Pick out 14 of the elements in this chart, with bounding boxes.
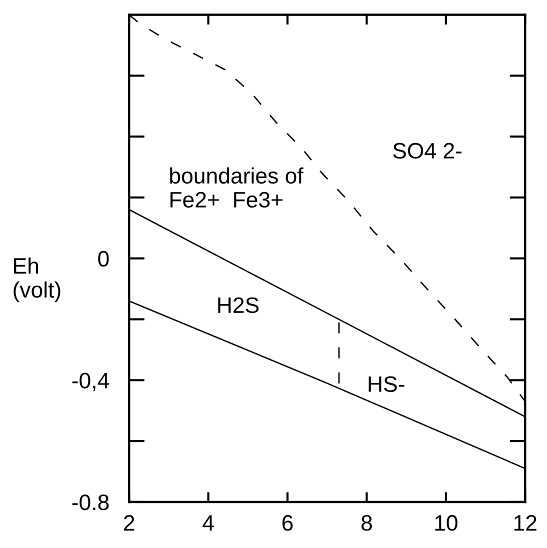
annotation: HS- — [368, 376, 404, 392]
x-tick-label: 6 — [282, 515, 293, 531]
x-tick-label: 8 — [361, 515, 372, 531]
annotation: SO4 2- — [393, 142, 462, 159]
y-axis-title: Eh (volt) — [14, 257, 60, 302]
x-tick-label: 2 — [124, 515, 134, 531]
y-tick-label: 0 — [98, 250, 109, 267]
y-tick-label: -0.8 — [72, 494, 109, 510]
x-tick-label: 4 — [202, 515, 214, 531]
x-tick-label: 12 — [514, 515, 536, 531]
x-tick-label: 10 — [435, 515, 458, 531]
annotation: boundaries of Fe2+ Fe3+ — [170, 167, 304, 208]
y-tick-label: -0,4 — [72, 372, 109, 392]
annotation: H2S — [218, 297, 259, 314]
